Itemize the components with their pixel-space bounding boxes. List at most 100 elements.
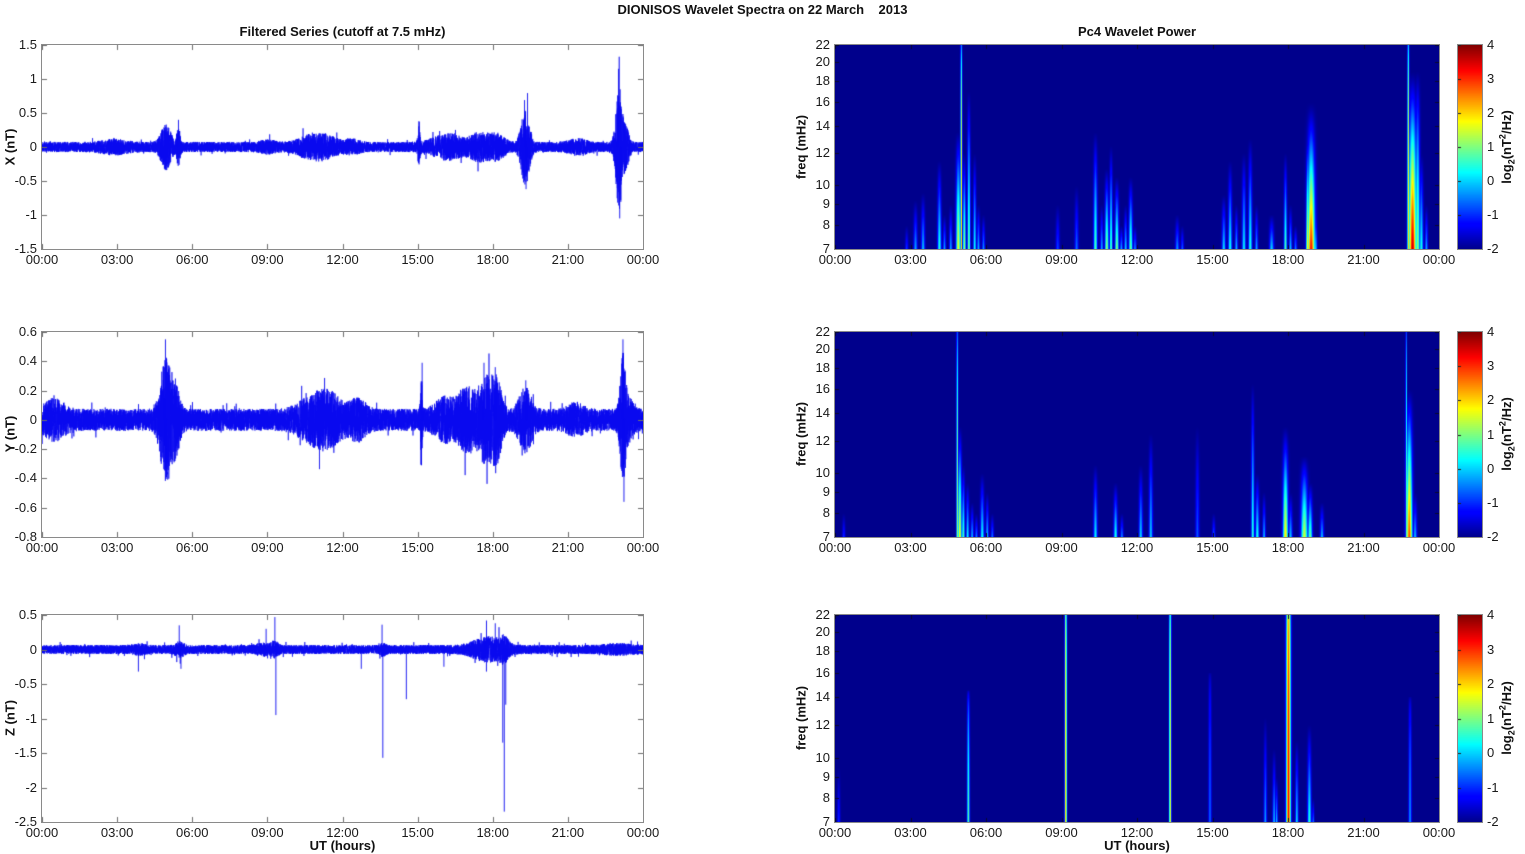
cb-label-sup: 2	[1497, 421, 1508, 427]
x-tick-label: 09:00	[251, 540, 284, 555]
x-tick-label: 00:00	[626, 825, 660, 840]
colorbar-tick-label: 4	[1487, 37, 1495, 52]
y-tick-label: 10	[815, 177, 830, 193]
x-tick-label: 09:00	[251, 252, 284, 267]
y-tick-label: -0.4	[14, 470, 37, 486]
x-tick-label: 15:00	[1196, 540, 1229, 555]
y-tick-label: 9	[822, 484, 830, 499]
y-tick-label: 7	[822, 529, 830, 544]
cb-label-sub: 2	[1506, 446, 1517, 452]
y-tick-label: -1	[25, 710, 37, 726]
x-tick-label: 06:00	[969, 540, 1003, 555]
x-tick-label: 21:00	[1347, 540, 1380, 555]
colorbar-tick-label: 4	[1487, 324, 1495, 339]
colorbar-tick-label: -2	[1487, 241, 1499, 256]
y-tick-label: 9	[822, 768, 830, 784]
colorbar-tick-label: 2	[1487, 105, 1495, 120]
x-tick-label: 09:00	[1045, 540, 1078, 555]
y-tick-label: 10	[815, 465, 830, 481]
y-tick-label: 0	[29, 139, 37, 154]
y-tick-label: 22	[815, 324, 830, 339]
y-tick-label: -2	[25, 779, 37, 795]
colorbar-tick-label: 1	[1487, 710, 1495, 726]
y-tick-label: 0.6	[18, 324, 37, 339]
xlabel-left: UT (hours)	[309, 838, 376, 853]
x-tick-label: 09:00	[1045, 252, 1078, 267]
cb-label-sup: 2	[1497, 134, 1508, 140]
x-tick-label: 06:00	[175, 825, 209, 840]
x-wavelet-spectrogram-canvas	[834, 44, 1440, 250]
colorbar-tick-label: -2	[1487, 529, 1499, 544]
cb-label-sub: 2	[1506, 730, 1517, 736]
y-tick-label: 16	[815, 664, 830, 680]
x-tick-label: 00:00	[1422, 540, 1456, 555]
y-tick-label: 8	[822, 789, 830, 805]
x-tick-label: 12:00	[1120, 540, 1154, 555]
colorbar-tick-label: -1	[1487, 779, 1499, 795]
colorbar-top	[1457, 44, 1483, 250]
xlabel-right: UT (hours)	[1104, 838, 1170, 853]
colorbar-tick-label: 3	[1487, 71, 1495, 86]
x-tick-label: 03:00	[100, 825, 134, 840]
colorbar-middle	[1457, 331, 1483, 538]
y-series-plot-canvas	[41, 331, 644, 538]
y-tick-label: 8	[822, 217, 830, 233]
x-tick-label: 18:00	[1271, 825, 1305, 840]
x-tick-label: 18:00	[1271, 540, 1305, 555]
y-tick-label: 14	[815, 688, 830, 704]
y-tick-label: -1.5	[14, 745, 37, 760]
y-tick-label: 12	[815, 144, 830, 160]
y-tick-label: 16	[815, 381, 830, 396]
y-wavelet-spectrogram-canvas	[834, 331, 1440, 538]
y-tick-label: -1.5	[14, 241, 37, 256]
x-tick-label: 00:00	[1422, 252, 1456, 267]
x-tick-label: 15:00	[401, 252, 434, 267]
x-tick-label: 15:00	[401, 540, 434, 555]
colorbar-tick-label: -2	[1487, 814, 1499, 829]
y-tick-label: 10	[815, 749, 830, 765]
y-tick-label: 8	[822, 505, 830, 521]
x-tick-label: 15:00	[1196, 252, 1229, 267]
y-tick-label: 20	[815, 341, 830, 357]
x-tick-label: 21:00	[551, 825, 585, 840]
figure-title: DIONISOS Wavelet Spectra on 22 March 201…	[617, 2, 908, 17]
y-tick-label: 14	[815, 117, 830, 133]
x-tick-label: 09:00	[251, 825, 284, 840]
x-tick-label: 03:00	[100, 252, 134, 267]
x-tick-label: 15:00	[401, 825, 434, 840]
x-tick-label: 03:00	[894, 540, 927, 555]
y-tick-label: -0.5	[14, 173, 37, 188]
y-tick-label: 0.5	[18, 105, 37, 120]
x-tick-label: 12:00	[326, 825, 359, 840]
x-tick-label: 12:00	[326, 252, 359, 267]
y-tick-label: 7	[822, 241, 830, 256]
colorbar-tick-label: 3	[1487, 358, 1495, 374]
x-tick-label: 18:00	[476, 252, 510, 267]
cb-label-sup: 2	[1497, 705, 1508, 711]
x-tick-label: 15:00	[1196, 825, 1229, 840]
colorbar-tick-label: 0	[1487, 173, 1495, 188]
y-tick-label: 12	[815, 432, 830, 448]
y-tick-label: 18	[815, 359, 830, 375]
colorbar-tick-label: 2	[1487, 676, 1495, 691]
y-tick-label: 20	[815, 53, 830, 69]
x-tick-label: 00:00	[25, 252, 59, 267]
y-tick-label: 22	[815, 607, 830, 622]
y-tick-label: 12	[815, 716, 830, 732]
y-tick-label: -2.5	[14, 814, 37, 829]
x-tick-label: 18:00	[1271, 252, 1305, 267]
x-tick-label: 00:00	[1422, 825, 1456, 840]
x-tick-label: 12:00	[326, 540, 359, 555]
y-tick-label: 7	[822, 814, 830, 829]
z-series-plot-canvas	[41, 614, 644, 823]
x-tick-label: 00:00	[818, 825, 852, 840]
colorbar-tick-label: -1	[1487, 494, 1499, 510]
y-tick-label: -0.5	[14, 676, 37, 691]
y-tick-label: 18	[815, 72, 830, 88]
y-tick-label: 0.4	[18, 353, 37, 369]
colorbar-tick-label: 1	[1487, 139, 1495, 154]
right-column-title: Pc4 Wavelet Power	[1077, 24, 1196, 39]
y-tick-label: 14	[815, 404, 830, 420]
y-tick-label: 0.2	[18, 382, 37, 398]
